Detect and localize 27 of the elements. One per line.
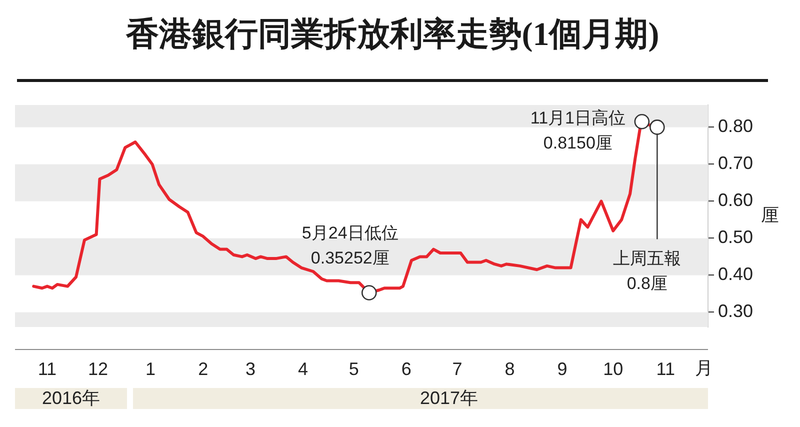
chart-title: 香港銀行同業拆放利率走勢(1個月期)	[124, 15, 660, 55]
y-tick-label: 0.80	[718, 116, 754, 136]
annotation: 上周五報 0.8厘	[613, 248, 682, 293]
annotation: 11月1日高位 0.8150厘	[530, 108, 626, 152]
x-tick-label: 8	[504, 358, 515, 379]
x-tick-label: 5	[348, 358, 359, 379]
x-tick-label: 11	[38, 358, 57, 379]
x-tick-label: 1	[146, 358, 156, 379]
x-tick-label: 4	[298, 358, 308, 379]
x-tick-label: 10	[603, 358, 624, 379]
annotation: 5月24日低位 0.35252厘	[302, 223, 398, 268]
x-tick-label: 3	[246, 358, 256, 379]
x-tick-label: 6	[401, 358, 412, 379]
y-tick-label: 0.50	[718, 227, 754, 248]
y-tick-label: 0.60	[718, 190, 754, 210]
text: 2017年	[420, 388, 478, 408]
text: 2016年	[42, 388, 100, 408]
x-tick-label: 12	[88, 358, 108, 379]
x-tick-label: 9	[557, 358, 568, 379]
x-axis-title: 月	[695, 358, 713, 378]
y-tick-label: 0.70	[718, 153, 754, 174]
y-tick-label: 0.30	[718, 301, 754, 322]
x-tick-label: 11	[656, 358, 675, 379]
x-tick-label: 7	[452, 358, 462, 379]
x-tick-label: 2	[198, 358, 208, 379]
y-axis-title: 厘	[761, 204, 779, 225]
y-tick-label: 0.40	[718, 264, 754, 284]
